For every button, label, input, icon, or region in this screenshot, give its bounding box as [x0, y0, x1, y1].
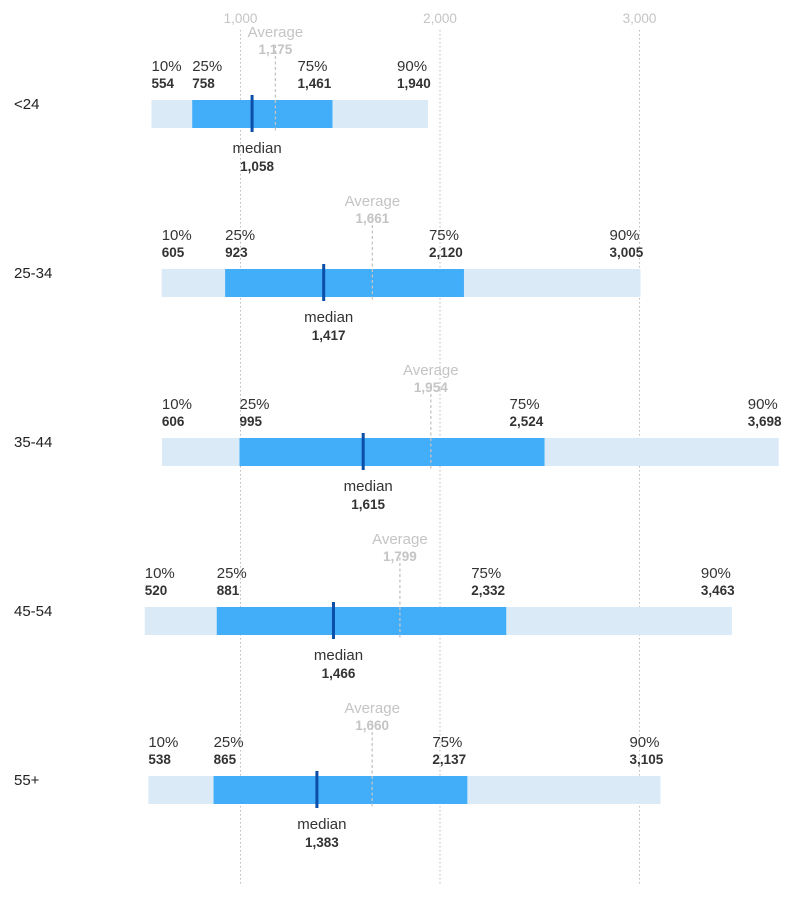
p75-value-4: 2,137: [432, 752, 466, 767]
category-label-1: 25-34: [14, 265, 52, 282]
category-label-4: 55+: [14, 772, 40, 789]
p90-value-1: 3,005: [609, 245, 643, 260]
p90-value-4: 3,105: [629, 752, 663, 767]
median-value-4: 1,383: [305, 835, 339, 850]
median-mark-4: [315, 771, 319, 808]
x-axis-ticks: 1,000 2,000 3,000: [224, 11, 657, 26]
category-label-2: 35-44: [14, 434, 52, 451]
p10-label-2: 10%: [162, 396, 192, 413]
p75-label-2: 75%: [510, 396, 540, 413]
p25-p75-band-3: [216, 607, 507, 635]
p75-label-1: 75%: [429, 227, 459, 244]
p90-label-1: 90%: [609, 227, 639, 244]
median-label-4: median: [297, 816, 346, 833]
category-label-3: 45-54: [14, 603, 52, 620]
median-mark-2: [361, 433, 365, 470]
p10-value-2: 606: [162, 414, 185, 429]
median-mark-0: [250, 95, 254, 132]
p25-p75-band-4: [213, 776, 468, 804]
p90-value-0: 1,940: [397, 76, 431, 91]
category-label-0: <24: [14, 96, 39, 113]
average-value-3: 1,799: [383, 549, 417, 564]
p75-value-3: 2,332: [471, 583, 505, 598]
p75-value-0: 1,461: [297, 76, 331, 91]
p75-value-2: 2,524: [510, 414, 544, 429]
median-label-0: median: [232, 140, 281, 157]
p10-label-0: 10%: [152, 58, 182, 75]
p10-value-0: 554: [152, 76, 175, 91]
average-label-4: Average: [344, 700, 400, 717]
average-label-2: Average: [403, 362, 459, 379]
p10-label-3: 10%: [145, 565, 175, 582]
category-rows: <24Average1,17510%55425%75875%1,46190%1,…: [14, 24, 782, 850]
p25-label-4: 25%: [214, 734, 244, 751]
median-label-2: median: [344, 478, 393, 495]
p75-label-4: 75%: [432, 734, 462, 751]
median-mark-1: [322, 264, 326, 301]
average-value-1: 1,661: [355, 211, 389, 226]
p10-label-4: 10%: [148, 734, 178, 751]
p10-value-1: 605: [162, 245, 185, 260]
p75-value-1: 2,120: [429, 245, 463, 260]
p25-p75-band-2: [239, 438, 545, 466]
p25-label-2: 25%: [240, 396, 270, 413]
x-tick-label-2: 3,000: [623, 11, 657, 26]
average-label-3: Average: [372, 531, 428, 548]
p25-value-4: 865: [214, 752, 237, 767]
median-value-1: 1,417: [312, 328, 346, 343]
average-value-2: 1,954: [414, 380, 448, 395]
p25-value-3: 881: [217, 583, 240, 598]
p75-label-3: 75%: [471, 565, 501, 582]
p90-value-3: 3,463: [701, 583, 735, 598]
median-label-1: median: [304, 309, 353, 326]
average-value-0: 1,175: [259, 42, 293, 57]
p25-p75-band-1: [225, 269, 464, 297]
p90-label-3: 90%: [701, 565, 731, 582]
median-mark-3: [331, 602, 335, 639]
average-value-4: 1,660: [355, 718, 389, 733]
row-0: <24Average1,17510%55425%75875%1,46190%1,…: [14, 24, 431, 174]
p25-label-3: 25%: [217, 565, 247, 582]
p90-label-0: 90%: [397, 58, 427, 75]
p25-value-2: 995: [240, 414, 263, 429]
average-label-0: Average: [248, 24, 304, 41]
median-value-0: 1,058: [240, 159, 274, 174]
p75-label-0: 75%: [297, 58, 327, 75]
p25-label-0: 25%: [192, 58, 222, 75]
p90-label-2: 90%: [748, 396, 778, 413]
p10-value-4: 538: [148, 752, 171, 767]
p10-label-1: 10%: [162, 227, 192, 244]
median-value-2: 1,615: [351, 497, 385, 512]
average-label-1: Average: [345, 193, 401, 210]
x-tick-label-0: 1,000: [224, 11, 258, 26]
median-label-3: median: [314, 647, 363, 664]
median-value-3: 1,466: [322, 666, 356, 681]
p90-value-2: 3,698: [748, 414, 782, 429]
x-tick-label-1: 2,000: [423, 11, 457, 26]
p25-value-0: 758: [192, 76, 215, 91]
p10-value-3: 520: [145, 583, 168, 598]
p90-label-4: 90%: [629, 734, 659, 751]
p25-label-1: 25%: [225, 227, 255, 244]
p25-p75-band-0: [192, 100, 333, 128]
p25-value-1: 923: [225, 245, 248, 260]
